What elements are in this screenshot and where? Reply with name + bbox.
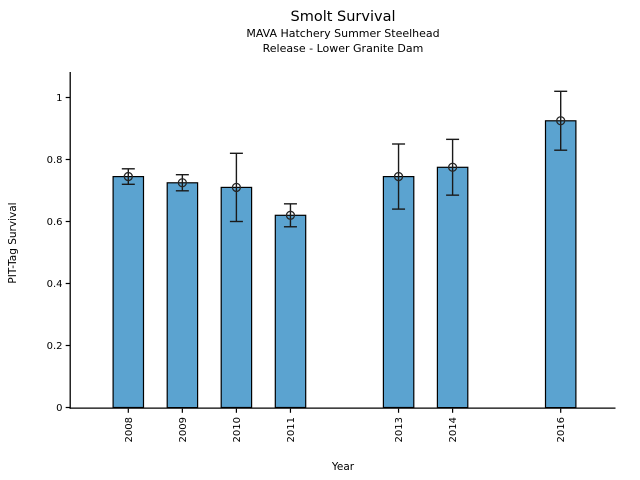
chart-subtitle-line-1: MAVA Hatchery Summer Steelhead — [246, 27, 440, 40]
chart-title: Smolt Survival — [290, 9, 396, 25]
bar-2016 — [544, 120, 577, 409]
y-axis-label: PIT-Tag Survival — [7, 202, 19, 283]
x-tick-label: 2010 — [232, 417, 243, 442]
y-tick-label: 1 — [56, 93, 62, 104]
plot-generated-content: 0 0.2 0.4 0.6 0.8 1 2008 2009 2010 2011 2013 2014 20… — [47, 72, 616, 442]
errorbar-marker-2009 — [177, 178, 188, 188]
y-tick-label: 0.2 — [47, 341, 63, 352]
bar-2008 — [112, 176, 145, 409]
errorbar-marker-2010 — [231, 182, 242, 193]
x-axis-label: Year — [331, 461, 355, 473]
y-tick-label: 0.8 — [47, 155, 63, 166]
x-tick-label: 2014 — [448, 417, 459, 442]
x-tick-label: 2011 — [286, 417, 297, 442]
bar-2013 — [382, 176, 415, 409]
errorbar-marker-2008 — [123, 171, 133, 182]
bar-2010 — [220, 186, 253, 409]
chart-subtitle-line-2: Release - Lower Granite Dam — [262, 41, 424, 55]
y-tick-label: 0.4 — [47, 279, 63, 290]
x-tick-label: 2008 — [124, 417, 135, 442]
bar-2011 — [274, 214, 307, 409]
x-tick-label: 2013 — [394, 417, 405, 442]
errorbar-marker-2013 — [393, 171, 404, 182]
errorbar-marker-2016 — [556, 116, 566, 126]
bar-2014 — [436, 166, 469, 409]
errorbar-marker-2011 — [285, 210, 296, 220]
x-tick-label: 2016 — [556, 417, 567, 442]
errorbar-marker-2014 — [447, 162, 458, 172]
title-block: Smolt Survival MAVA Hatchery Summer Stee… — [70, 8, 616, 56]
y-tick-label: 0 — [56, 403, 62, 414]
bar-2009 — [166, 182, 199, 409]
x-tick-label: 2009 — [178, 417, 189, 442]
y-tick-label: 0.6 — [47, 217, 63, 228]
